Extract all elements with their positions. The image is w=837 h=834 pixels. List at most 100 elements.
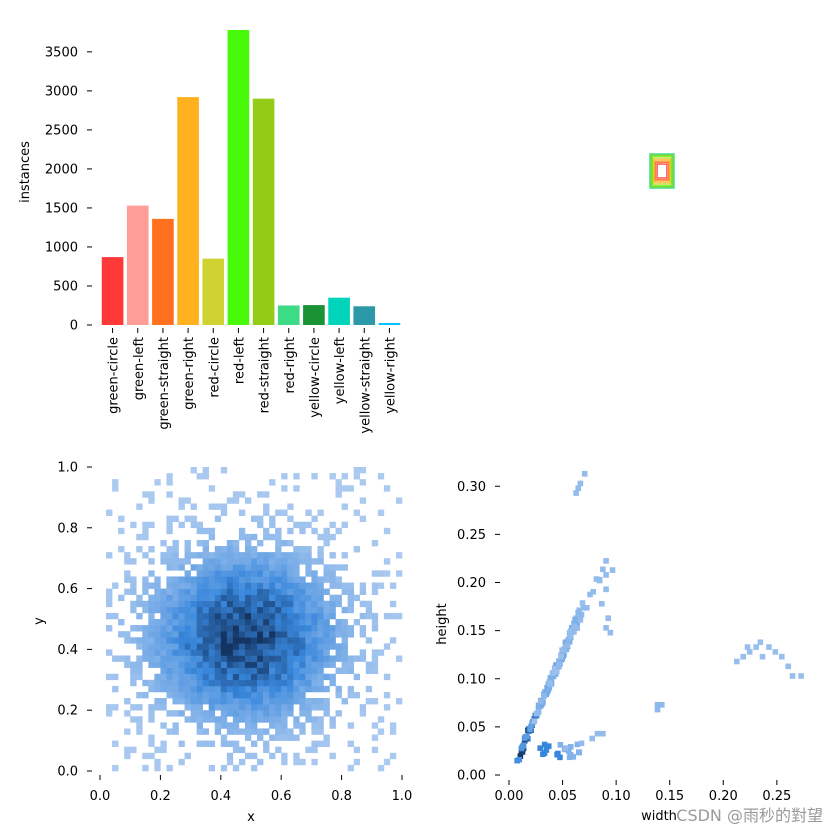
heatmap-cell: [317, 625, 324, 632]
heatmap-cell: [311, 746, 318, 754]
heatmap-cell: [293, 582, 300, 589]
heatmap-cell: [232, 698, 240, 705]
bar-yellow-left: [328, 297, 350, 325]
heatmap-cell: [287, 698, 294, 705]
heatmap-cell: [226, 606, 234, 614]
heatmap-cell: [226, 600, 234, 608]
heatmap-cell: [269, 533, 276, 541]
heatmap-cell: [202, 594, 210, 602]
heatmap-cell: [220, 606, 228, 614]
heatmap-cell: [524, 733, 530, 740]
heatmap-cell: [196, 612, 203, 620]
heatmap-cell: [311, 570, 318, 577]
heatmap-cell: [537, 698, 544, 705]
heatmap-cell: [281, 758, 288, 766]
x-tick-label: 0.0: [90, 789, 111, 804]
heatmap-cell: [365, 637, 373, 644]
x-tick-label: 0.10: [602, 789, 631, 804]
heatmap-cell: [154, 631, 161, 638]
heatmap-cell: [269, 521, 276, 529]
x-tick-label: 0.00: [495, 789, 524, 804]
heatmap-cell: [178, 612, 185, 620]
heatmap-cell: [251, 558, 258, 565]
heatmap-cell: [142, 600, 149, 608]
heatmap-cell: [196, 576, 203, 583]
heatmap-cell: [323, 533, 330, 541]
heatmap-cell: [359, 479, 367, 486]
heatmap-cell: [244, 600, 252, 608]
heatmap-cell: [383, 673, 391, 681]
heatmap-cell: [208, 588, 216, 595]
heatmap-cell: [130, 673, 137, 681]
heatmap-cell: [287, 661, 294, 668]
heatmap-cell: [124, 728, 131, 735]
heatmap-cell: [190, 576, 197, 583]
heatmap-cell: [148, 685, 155, 693]
heatmap-cell: [251, 546, 258, 553]
heatmap-cell: [148, 637, 155, 644]
heatmap-cell: [202, 655, 210, 662]
heatmap-cell: [190, 661, 197, 668]
heatmap-cell: [220, 685, 228, 693]
heatmap-cell: [269, 691, 276, 699]
heatmap-cell: [154, 637, 161, 644]
heatmap-cell: [142, 764, 149, 772]
heatmap-cell: [214, 503, 222, 510]
heatmap-cell: [329, 606, 336, 614]
heatmap-cell: [371, 698, 379, 705]
heatmap-cell: [257, 600, 264, 608]
heatmap-cell: [395, 612, 403, 620]
heatmap-cell: [226, 612, 234, 620]
heatmap-cell: [269, 625, 276, 632]
heatmap-cell: [257, 667, 264, 675]
heatmap-cell: [383, 758, 391, 766]
bar-chart-panel: 0 500 1000 1500 2000 2500 3000 3500 instances gre…: [18, 30, 401, 434]
heatmap-cell: [118, 631, 125, 638]
heatmap-cell: [275, 546, 282, 553]
heatmap-cell: [654, 706, 661, 713]
wh-heatmap-panel: 0.00 0.05 0.10 0.15 0.20 0.25 0.00 0.05 0.10 0.15…: [435, 471, 804, 824]
heatmap-cell: [148, 546, 155, 553]
x-tick-label: 0.6: [271, 789, 292, 804]
heatmap-cell: [299, 758, 306, 766]
heatmap-cell: [202, 631, 210, 638]
heatmap-cell: [275, 619, 282, 626]
heatmap-cell: [226, 649, 234, 656]
heatmap-cell: [232, 619, 240, 626]
heatmap-cell: [323, 600, 330, 608]
heatmap-cell: [208, 527, 216, 535]
heatmap-cell: [251, 564, 258, 571]
heatmap-cell: [208, 582, 216, 589]
y-tick-label: 0.8: [57, 521, 78, 536]
heatmap-cell: [196, 606, 203, 614]
heatmap-cell: [154, 643, 161, 650]
heatmap-cell: [317, 728, 324, 735]
heatmap-cell: [281, 564, 288, 571]
heatmap-cell: [178, 503, 185, 510]
heatmap-cell: [232, 491, 240, 498]
heatmap-cell: [244, 619, 252, 626]
box-outline: [656, 163, 668, 179]
heatmap-cell: [293, 679, 300, 687]
heatmap-cell: [275, 509, 282, 516]
heatmap-cell: [196, 564, 203, 571]
heatmap-cell: [593, 576, 600, 582]
heatmap-cell: [293, 564, 300, 571]
heatmap-cell: [172, 539, 179, 547]
heatmap-cell: [293, 558, 300, 565]
heatmap-cell: [142, 606, 149, 614]
heatmap-cell: [269, 710, 276, 717]
heatmap-cell: [365, 606, 373, 614]
heatmap-cell: [202, 649, 210, 656]
heatmap-cell: [269, 673, 276, 681]
heatmap-cell: [148, 491, 155, 498]
heatmap-cell: [244, 667, 252, 675]
heatmap-cell: [263, 533, 270, 541]
x-tick-label: 0.2: [150, 789, 171, 804]
heatmap-cell: [124, 558, 131, 565]
heatmap-cell: [335, 527, 342, 535]
heatmap-cell: [214, 606, 222, 614]
heatmap-cell: [184, 497, 191, 504]
heatmap-cell: [305, 588, 312, 595]
heatmap-cell: [232, 546, 240, 553]
